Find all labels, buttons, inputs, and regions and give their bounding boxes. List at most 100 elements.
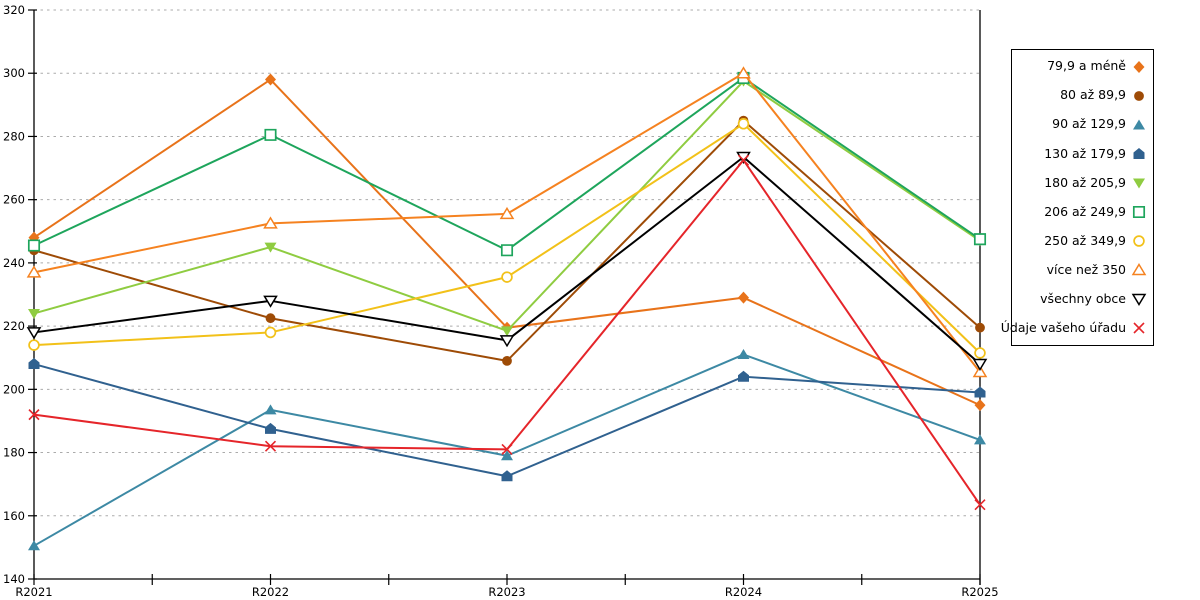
- square-open-marker-icon: [1132, 205, 1146, 219]
- legend-item: Údaje vašeho úřadu: [1001, 320, 1147, 336]
- diamond-marker-icon: [974, 399, 986, 412]
- triangle-up-open-marker-icon: [736, 66, 751, 79]
- series-line: [33, 76, 981, 252]
- legend-marker-icon: [1133, 322, 1145, 334]
- circle-open-marker-icon: [264, 326, 277, 339]
- legend-marker-icon: [1133, 235, 1145, 247]
- legend-marker-icon: [1131, 294, 1147, 307]
- legend-item-label: více než 350: [1046, 261, 1126, 277]
- triangle-down-marker-icon: [28, 308, 40, 319]
- x-tick-label: R2022: [252, 585, 289, 599]
- legend-item-label: 250 až 349,9: [1044, 232, 1126, 248]
- circle-marker-icon: [1134, 90, 1144, 101]
- pentagon-marker-icon: [28, 358, 40, 370]
- triangle-up-marker-icon: [737, 349, 750, 360]
- pentagon-marker-icon: [265, 422, 276, 434]
- triangle-up-open-marker-icon: [263, 216, 278, 229]
- x-tick-label: R2021: [15, 585, 52, 599]
- legend-item-label: 180 až 205,9: [1044, 174, 1126, 190]
- legend-item-label: 79,9 a méně: [1047, 58, 1126, 74]
- triangle-up-open-marker-icon: [499, 206, 515, 220]
- triangle-down-open-marker-icon: [972, 358, 988, 372]
- triangle-down-open-marker-icon: [499, 335, 515, 348]
- circle-open-marker-icon: [28, 339, 40, 351]
- square-open-marker-icon: [973, 233, 987, 246]
- x-marker-icon: [737, 154, 750, 166]
- circle-marker-icon: [975, 322, 985, 333]
- triangle-down-marker-icon: [264, 242, 277, 253]
- legend-item: více než 350: [1014, 262, 1147, 278]
- series-line: [33, 122, 981, 354]
- series-line: [33, 80, 981, 332]
- x-marker-icon: [1133, 322, 1145, 334]
- legend-marker-icon: [1132, 205, 1146, 219]
- y-tick-label: 140: [3, 572, 25, 586]
- y-tick-label: 160: [3, 509, 25, 523]
- square-open-marker-icon: [264, 128, 277, 141]
- diamond-marker-icon: [265, 73, 276, 86]
- legend-item-label: 90 až 129,9: [1052, 116, 1126, 132]
- legend-item-label: 80 až 89,9: [1060, 87, 1126, 103]
- legend-marker-icon: [1133, 178, 1145, 189]
- legend-item: 206 až 249,9: [1014, 204, 1147, 220]
- legend: 79,9 a méně 80 až 89,9 90 až 129,9 130 až 1…: [1001, 49, 1154, 346]
- circle-open-marker-icon: [1133, 235, 1145, 247]
- x-marker-icon: [264, 440, 277, 452]
- square-open-marker-icon: [500, 244, 514, 257]
- x-tick-label: R2024: [725, 585, 762, 599]
- triangle-up-open-marker-icon: [26, 265, 42, 278]
- triangle-down-marker-icon: [501, 326, 513, 337]
- triangle-up-open-marker-icon: [1131, 263, 1147, 276]
- x-tick-label: R2025: [961, 585, 998, 599]
- y-tick-label: 300: [3, 66, 25, 80]
- diamond-marker-icon: [1133, 60, 1145, 73]
- triangle-up-marker-icon: [974, 434, 986, 445]
- y-tick-label: 240: [3, 256, 25, 270]
- triangle-up-open-marker-icon: [972, 364, 988, 378]
- triangle-down-open-marker-icon: [1131, 294, 1147, 307]
- pentagon-marker-icon: [501, 470, 513, 482]
- legend-marker-icon: [1133, 147, 1145, 159]
- diamond-marker-icon: [738, 291, 749, 304]
- circle-open-marker-icon: [501, 271, 513, 283]
- triangle-down-open-marker-icon: [26, 327, 42, 340]
- legend-item: 180 až 205,9: [1014, 175, 1147, 191]
- y-tick-label: 220: [3, 319, 25, 333]
- triangle-down-open-marker-icon: [263, 295, 278, 308]
- pentagon-marker-icon: [1133, 147, 1145, 159]
- x-tick-label: R2023: [488, 585, 525, 599]
- y-tick-label: 180: [3, 446, 25, 460]
- triangle-up-marker-icon: [501, 450, 513, 461]
- triangle-up-marker-icon: [28, 540, 40, 551]
- legend-marker-icon: [1131, 263, 1147, 276]
- triangle-up-marker-icon: [1133, 119, 1145, 130]
- legend-item: všechny obce: [1014, 291, 1147, 307]
- circle-marker-icon: [502, 355, 512, 366]
- y-tick-label: 200: [3, 382, 25, 396]
- circle-marker-icon: [265, 313, 276, 324]
- legend-item: 80 až 89,9: [1014, 88, 1147, 104]
- pentagon-marker-icon: [974, 386, 986, 398]
- legend-item: 90 až 129,9: [1014, 117, 1147, 133]
- triangle-up-marker-icon: [264, 404, 277, 415]
- legend-item-label: 206 až 249,9: [1044, 203, 1126, 219]
- y-tick-label: 320: [3, 3, 25, 17]
- square-open-marker-icon: [27, 239, 41, 252]
- legend-marker-icon: [1134, 90, 1144, 101]
- legend-item-label: Údaje vašeho úřadu: [1000, 320, 1126, 336]
- y-tick-label: 260: [3, 193, 25, 207]
- legend-marker-icon: [1133, 119, 1145, 130]
- x-marker-icon: [501, 443, 513, 455]
- legend-item-label: všechny obce: [1040, 291, 1126, 307]
- legend-item: 79,9 a méně: [1014, 59, 1147, 75]
- circle-open-marker-icon: [974, 347, 986, 359]
- legend-item: 250 až 349,9: [1014, 233, 1147, 249]
- x-marker-icon: [28, 409, 40, 421]
- legend-item: 130 až 179,9: [1014, 146, 1147, 162]
- triangle-down-marker-icon: [1133, 178, 1145, 189]
- legend-marker-icon: [1133, 60, 1145, 73]
- y-tick-label: 280: [3, 129, 25, 143]
- legend-item-label: 130 až 179,9: [1044, 145, 1126, 161]
